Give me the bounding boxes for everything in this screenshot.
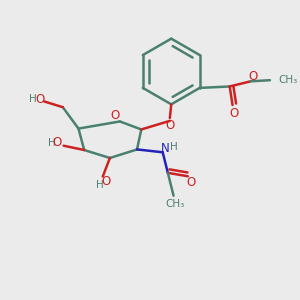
Text: O: O	[101, 175, 111, 188]
Text: N: N	[160, 142, 169, 155]
Text: CH₃: CH₃	[165, 199, 184, 209]
Text: O: O	[249, 70, 258, 83]
Text: O: O	[110, 109, 119, 122]
Text: H: H	[48, 138, 56, 148]
Text: H: H	[170, 142, 177, 152]
Text: O: O	[229, 106, 239, 119]
Text: O: O	[52, 136, 61, 149]
Text: H: H	[29, 94, 37, 104]
Text: H: H	[96, 179, 104, 190]
Text: CH₃: CH₃	[278, 75, 298, 85]
Text: O: O	[187, 176, 196, 189]
Text: O: O	[35, 93, 45, 106]
Text: O: O	[165, 119, 175, 132]
